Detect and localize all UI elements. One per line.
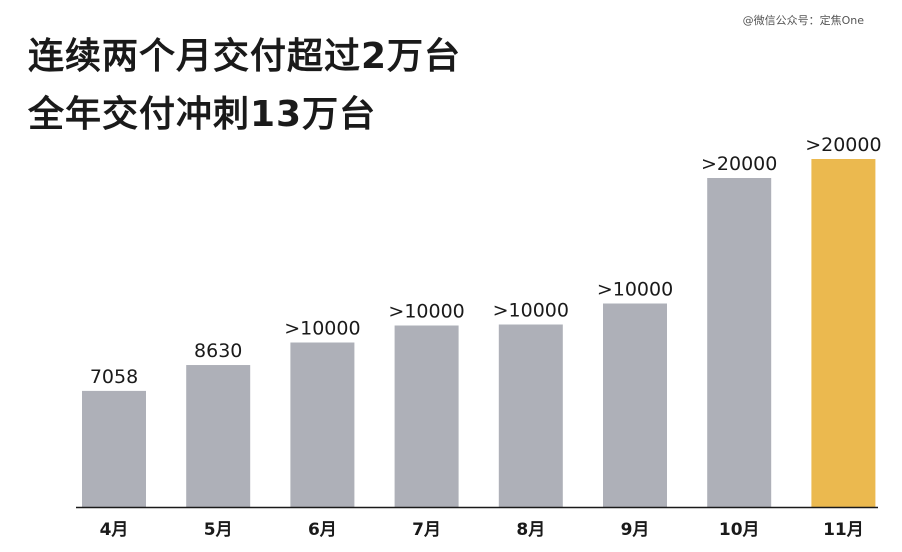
chart-title-line-2: 全年交付冲刺13万台 <box>28 94 377 135</box>
value-label-7月: >10000 <box>388 301 464 323</box>
category-label-4月: 4月 <box>100 520 129 540</box>
value-label-5月: 8630 <box>194 340 242 362</box>
bar-8月 <box>498 324 563 507</box>
category-label-7月: 7月 <box>412 520 441 540</box>
bar-11月 <box>811 159 876 507</box>
bar-5月 <box>186 365 251 507</box>
watermark: @微信公众号：定焦One <box>742 14 864 27</box>
value-label-9月: >10000 <box>597 279 673 301</box>
value-label-10月: >20000 <box>701 153 777 175</box>
value-label-8月: >10000 <box>493 300 569 322</box>
category-label-5月: 5月 <box>204 520 233 540</box>
bar-9月 <box>603 303 667 507</box>
value-label-4月: 7058 <box>90 366 138 388</box>
bar-6月 <box>290 342 355 507</box>
category-label-11月: 11月 <box>823 520 864 540</box>
category-label-6月: 6月 <box>308 520 337 540</box>
bar-4月 <box>82 390 146 507</box>
category-label-10月: 10月 <box>719 520 760 540</box>
chart-title-line-1: 连续两个月交付超过2万台 <box>28 36 462 77</box>
category-label-9月: 9月 <box>621 520 650 540</box>
bar-7月 <box>394 325 459 507</box>
value-label-6月: >10000 <box>284 318 360 340</box>
category-label-8月: 8月 <box>516 520 545 540</box>
value-label-11月: >20000 <box>805 134 881 156</box>
chart-title: 连续两个月交付超过2万台 全年交付冲刺13万台 <box>28 28 461 144</box>
bar-10月 <box>707 178 772 507</box>
